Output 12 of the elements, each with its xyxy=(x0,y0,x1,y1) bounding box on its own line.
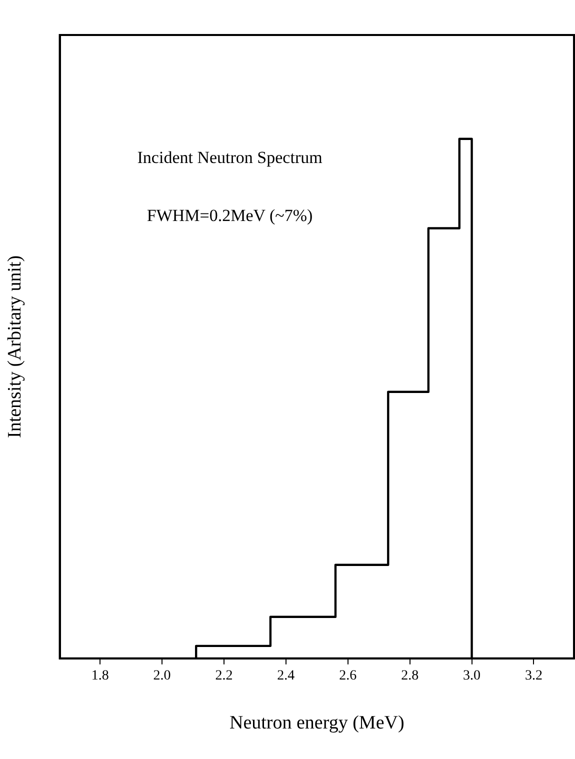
annotation: Incident Neutron Spectrum xyxy=(137,148,322,167)
x-axis-title: Neutron energy (MeV) xyxy=(229,712,404,734)
x-tick-label: 2.8 xyxy=(401,668,419,684)
annotation: FWHM=0.2MeV (~7%) xyxy=(146,206,313,225)
x-tick-label: 2.6 xyxy=(339,668,357,684)
x-tick-label: 3.2 xyxy=(524,668,542,684)
y-axis-title: Intensity (Arbitary unit) xyxy=(4,255,26,438)
x-tick-label: 1.8 xyxy=(91,668,109,684)
x-tick-label: 2.0 xyxy=(153,668,171,684)
x-tick-label: 2.2 xyxy=(215,668,233,684)
x-tick-label: 2.4 xyxy=(277,668,295,684)
x-tick-label: 3.0 xyxy=(463,668,481,684)
